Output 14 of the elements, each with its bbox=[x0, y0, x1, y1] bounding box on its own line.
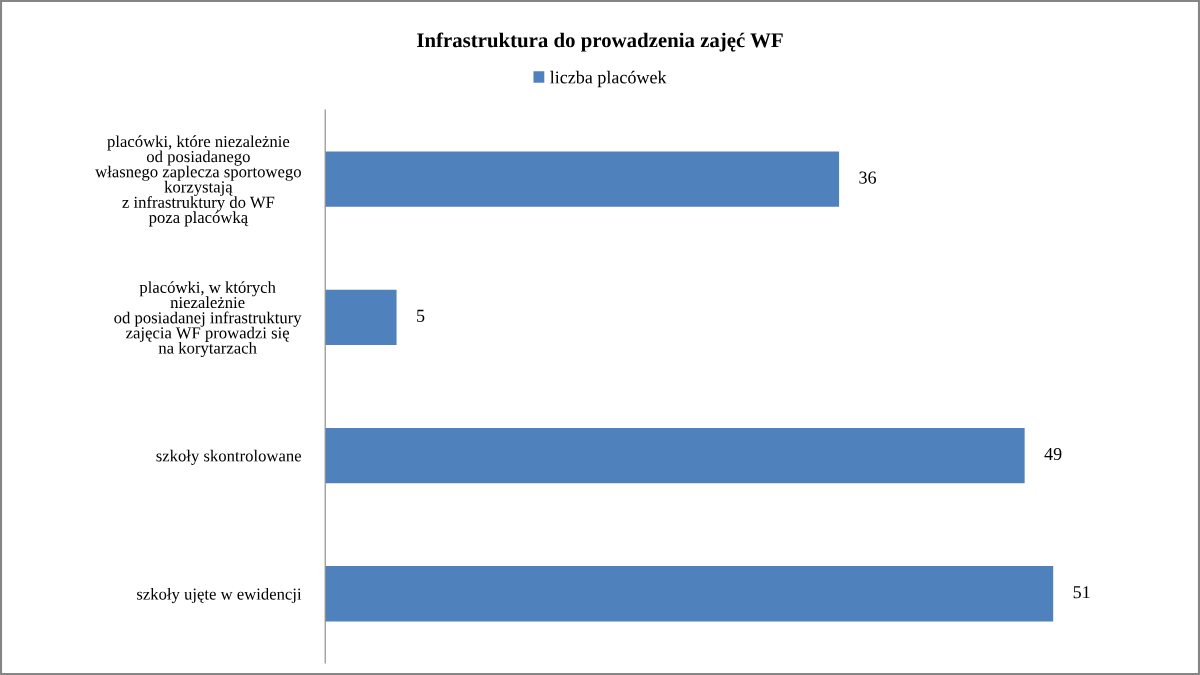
y-tick-label: placówki, w których niezależnie od posiadanej infrastruktury zajęcia WF prowadzi się na korytarzach bbox=[114, 281, 302, 358]
y-tick-label: szkoły ujęte w ewidencji bbox=[137, 587, 302, 604]
data-label: 51 bbox=[1073, 586, 1090, 599]
legend-label: liczba placówek bbox=[550, 70, 667, 88]
chart-title: Infrastruktura do prowadzenia zajęć WF bbox=[417, 32, 783, 52]
bar bbox=[325, 289, 397, 345]
y-tick-label: szkoły skontrolowane bbox=[156, 449, 302, 465]
data-label: 36 bbox=[859, 171, 877, 184]
bar bbox=[325, 151, 840, 207]
bar bbox=[325, 566, 1054, 622]
data-label: 5 bbox=[417, 309, 425, 322]
data-label: 49 bbox=[1044, 447, 1062, 461]
bar bbox=[325, 427, 1025, 484]
y-tick-label: placówki, które niezależnie od posiadanego własnego zaplecza sportowego korzystają z infrastruktury do WF poza placówką bbox=[95, 135, 301, 227]
